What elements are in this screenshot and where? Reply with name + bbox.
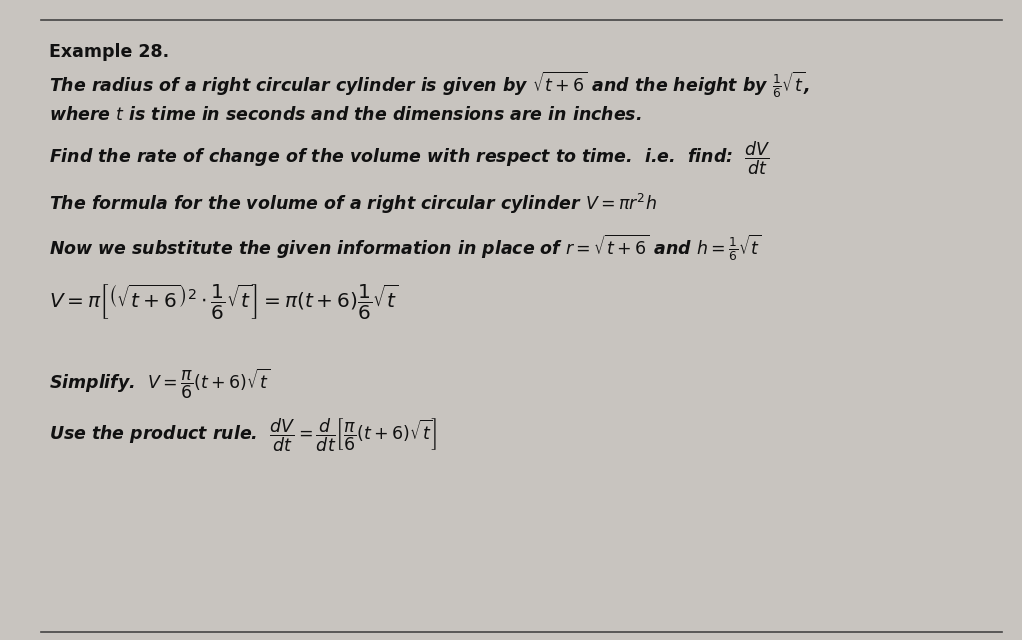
Text: Use the product rule.  $\dfrac{dV}{dt} = \dfrac{d}{dt}\left[\dfrac{\pi}{6}(t+6)\: Use the product rule. $\dfrac{dV}{dt} = … — [49, 417, 437, 454]
Text: where $t$ is time in seconds and the dimensions are in inches.: where $t$ is time in seconds and the dim… — [49, 106, 642, 124]
Text: Find the rate of change of the volume with respect to time.  i.e.  find:  $\dfra: Find the rate of change of the volume wi… — [49, 140, 771, 177]
Text: The radius of a right circular cylinder is given by $\sqrt{t+6}$ and the height : The radius of a right circular cylinder … — [49, 69, 809, 100]
Text: Simplify.  $V = \dfrac{\pi}{6}(t+6)\sqrt{t}$: Simplify. $V = \dfrac{\pi}{6}(t+6)\sqrt{… — [49, 367, 270, 401]
Text: The formula for the volume of a right circular cylinder $V = \pi r^2 h$: The formula for the volume of a right ci… — [49, 191, 657, 216]
Text: Now we substitute the given information in place of $r = \sqrt{t+6}$ and $h = \f: Now we substitute the given information … — [49, 232, 762, 262]
Text: Example 28.: Example 28. — [49, 44, 170, 61]
Text: $V = \pi\left[\left(\sqrt{t+6}\right)^{2} \cdot \dfrac{1}{6}\sqrt{t}\right] = \p: $V = \pi\left[\left(\sqrt{t+6}\right)^{2… — [49, 282, 399, 322]
